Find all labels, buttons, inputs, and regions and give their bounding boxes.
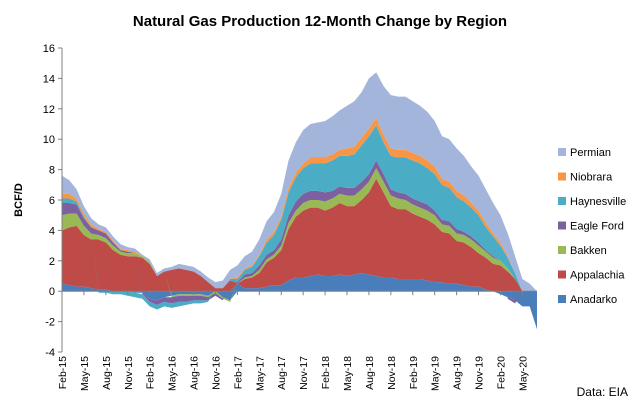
legend-swatch-permian xyxy=(558,148,566,156)
legend-swatch-appalachia xyxy=(558,270,566,279)
legend-swatch-eagle-ford xyxy=(558,221,566,230)
y-tick-label: 16 xyxy=(43,43,55,55)
x-tick-label: Nov-17 xyxy=(298,356,310,390)
x-tick-label: May-17 xyxy=(254,356,266,391)
legend-label-permian: Permian xyxy=(570,147,611,159)
area-series-permian xyxy=(62,72,537,292)
x-tick-label: May-19 xyxy=(430,356,442,391)
legend: Permian Niobrara Haynesville Eagle Ford Bakk… xyxy=(558,147,626,306)
legend-label-bakken: Bakken xyxy=(570,245,607,257)
x-tick-label: May-15 xyxy=(79,356,91,391)
legend-label-appalachia: Appalachia xyxy=(570,270,625,282)
y-tick-label: 12 xyxy=(43,104,55,116)
y-tick-label: 2 xyxy=(49,256,55,268)
y-tick-label: -4 xyxy=(45,347,55,359)
x-tick-label: Nov-19 xyxy=(474,356,486,390)
y-tick-label: 4 xyxy=(49,225,55,237)
x-tick-label: Aug-19 xyxy=(452,356,464,390)
x-tick-label: Aug-17 xyxy=(276,356,288,390)
axes-layer: -4 -2 0 2 4 6 8 10 12 14 16 Feb-15 May-15 Aug-15 Nov-1… xyxy=(43,43,537,391)
x-tick-label: Feb-16 xyxy=(145,356,157,389)
legend-label-eagle-ford: Eagle Ford xyxy=(570,221,624,233)
y-tick-label: 10 xyxy=(43,134,55,146)
legend-swatch-niobrara xyxy=(558,172,566,181)
chart-title: Natural Gas Production 12-Month Change b… xyxy=(133,13,507,30)
area-series-anadarko xyxy=(62,272,537,330)
x-tick-label: Feb-15 xyxy=(57,356,69,389)
legend-swatch-anadarko xyxy=(558,295,566,303)
x-tick-label: Nov-15 xyxy=(123,356,135,390)
legend-label-niobrara: Niobrara xyxy=(570,172,613,184)
x-tick-label: Feb-17 xyxy=(232,356,244,389)
y-tick-label: -2 xyxy=(45,317,55,329)
area-series-appalachia xyxy=(62,178,537,292)
area-series-haynesville xyxy=(62,125,537,310)
y-tick-label: 8 xyxy=(49,165,55,177)
x-tick-label: May-20 xyxy=(517,356,529,391)
area-layer xyxy=(62,72,537,330)
source-note: Data: EIA xyxy=(577,385,628,399)
legend-label-anadarko: Anadarko xyxy=(570,294,617,306)
x-tick-label: Nov-18 xyxy=(386,356,398,390)
x-tick-label: Feb-20 xyxy=(495,356,507,389)
x-tick-label: Aug-15 xyxy=(101,356,113,390)
legend-swatch-bakken xyxy=(558,246,566,254)
y-tick-label: 0 xyxy=(49,286,55,298)
x-tick-label: Aug-18 xyxy=(364,356,376,390)
x-tick-label: Feb-18 xyxy=(320,356,332,389)
y-axis-label: BCF/D xyxy=(13,183,25,217)
area-series-niobrara xyxy=(62,117,537,292)
x-tick-label: Aug-16 xyxy=(189,356,201,390)
y-tick-label: 6 xyxy=(49,195,55,207)
x-tick-label: May-18 xyxy=(342,356,354,391)
x-tick-label: Feb-19 xyxy=(408,356,420,389)
x-tick-label: May-16 xyxy=(167,356,179,391)
legend-label-haynesville: Haynesville xyxy=(570,196,626,208)
x-tick-label: Nov-16 xyxy=(210,356,222,390)
legend-swatch-haynesville xyxy=(558,197,566,205)
y-tick-label: 14 xyxy=(43,73,55,85)
